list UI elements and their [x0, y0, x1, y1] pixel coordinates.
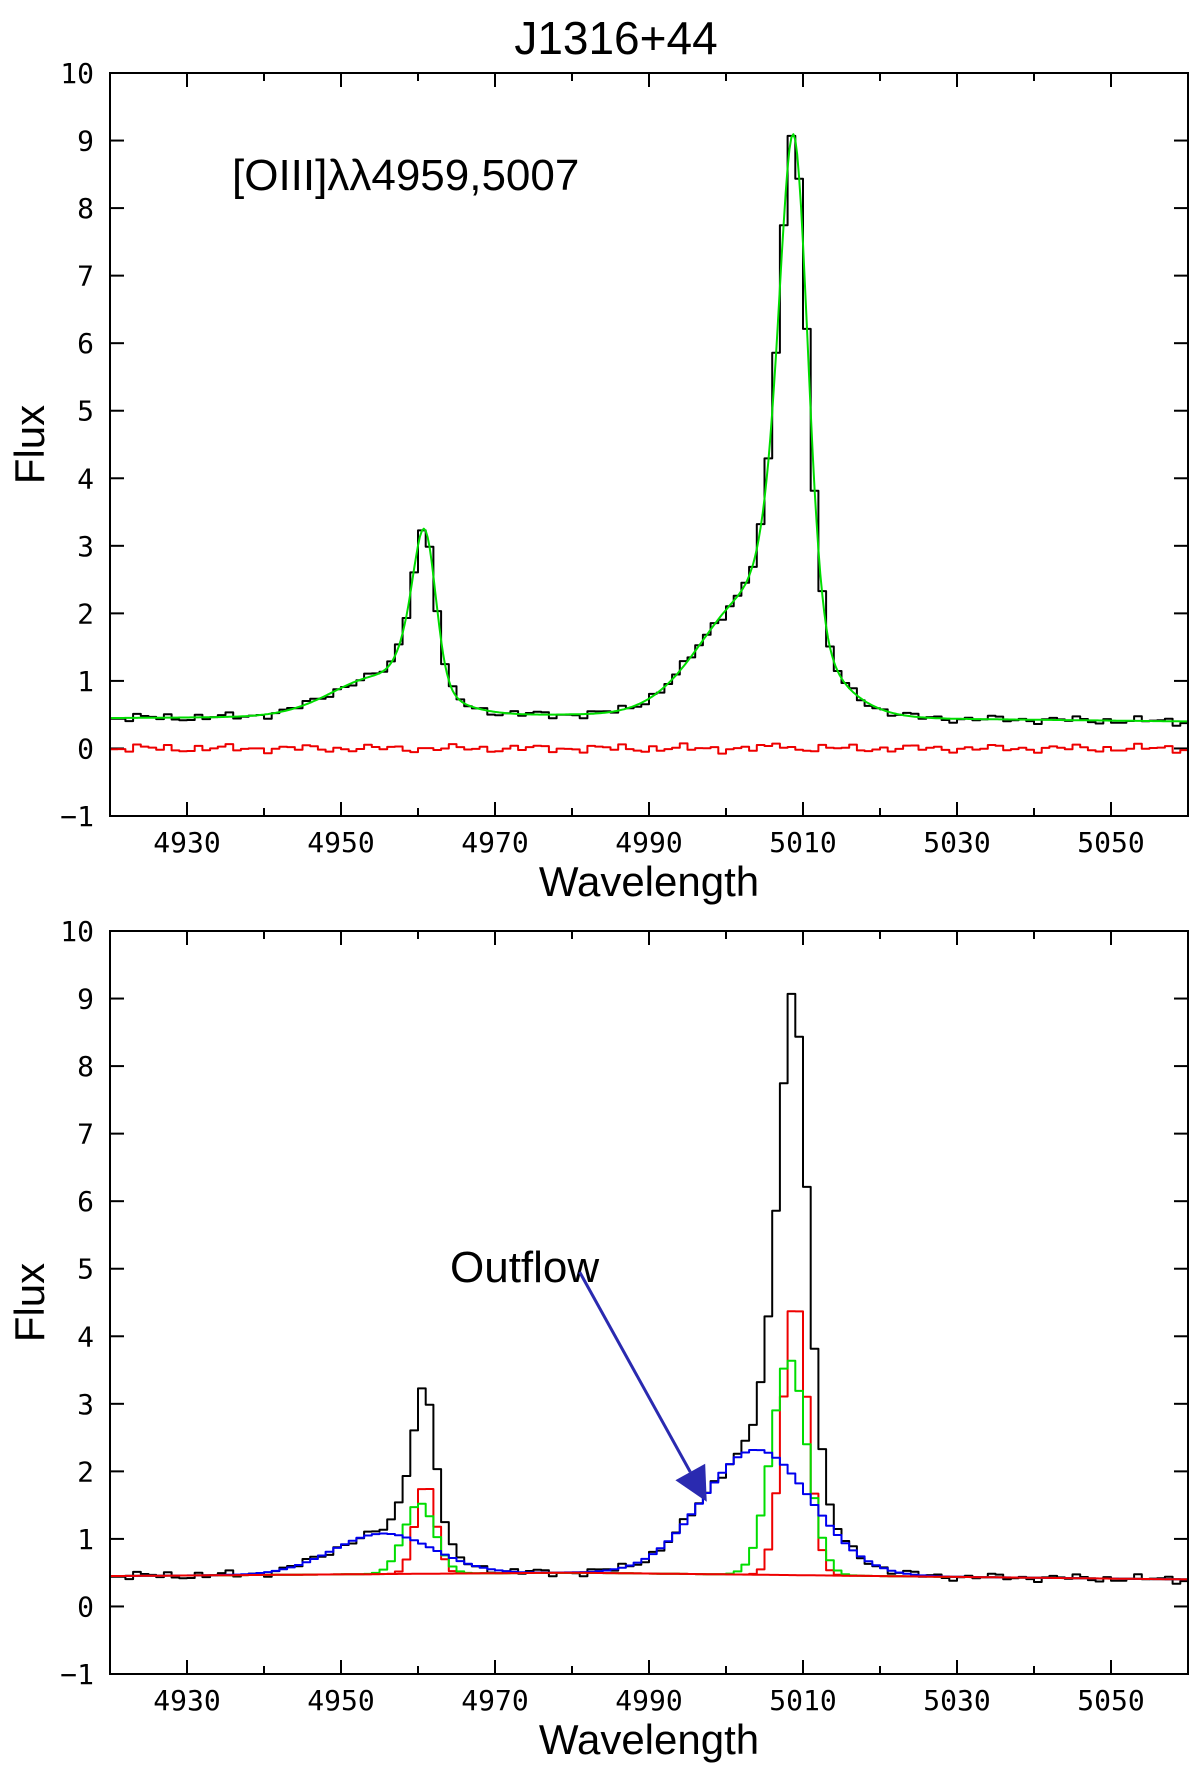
y-tick-label: 0: [77, 1590, 94, 1623]
bottom-series: [109, 992, 1188, 1585]
y-tick-label: 3: [77, 1388, 94, 1421]
y-tick-label: 8: [77, 192, 94, 225]
y-tick-label: 9: [77, 983, 94, 1016]
x-tick-label: 4950: [307, 1684, 374, 1717]
figure-title: J1316+44: [514, 12, 717, 64]
y-tick-label: 0: [77, 732, 94, 765]
y-tick-label: 10: [60, 57, 94, 90]
y-tick-label: 1: [77, 1523, 94, 1556]
series-narrow-component: [110, 1310, 1188, 1581]
y-tick-label: 6: [77, 327, 94, 360]
series-total-fit: [109, 133, 1188, 723]
bottom-ticks: 4930 4950 4970 4990 5010 5030 5050 −1 0 1 2 3 4 5 6 7 8 9…: [60, 915, 1188, 1717]
x-tick-label: 4970: [461, 1684, 528, 1717]
y-tick-label: 7: [77, 260, 94, 293]
series-observed: [110, 992, 1188, 1585]
outflow-arrow-shaft: [578, 1271, 692, 1473]
x-tick-label: 4930: [153, 826, 220, 859]
series-core-component: [110, 1359, 1188, 1581]
y-tick-label: 5: [77, 1253, 94, 1286]
y-tick-label: 7: [77, 1118, 94, 1151]
y-tick-label: 4: [77, 1320, 94, 1353]
y-tick-label: 10: [60, 915, 94, 948]
series-observed: [110, 134, 1188, 727]
x-tick-label: 5030: [923, 826, 990, 859]
bottom-panel: 4930 4950 4970 4990 5010 5030 5050 −1 0 1 2 3 4 5 6 7 8 9…: [6, 915, 1189, 1763]
x-tick-label: 4970: [461, 826, 528, 859]
top-y-axis-label: Flux: [6, 405, 53, 484]
top-plot-frame: [109, 72, 1189, 817]
outflow-arrow: [578, 1271, 707, 1502]
y-tick-label: 4: [77, 462, 94, 495]
top-series: [109, 133, 1188, 755]
series-residual: [110, 742, 1188, 755]
x-tick-label: 4990: [615, 1684, 682, 1717]
y-tick-label: −1: [60, 1658, 94, 1691]
x-tick-label: 4930: [153, 1684, 220, 1717]
outflow-annotation: Outflow: [450, 1243, 599, 1292]
bottom-y-axis-label: Flux: [6, 1263, 53, 1342]
x-tick-label: 5030: [923, 1684, 990, 1717]
bottom-x-axis-label: Wavelength: [539, 1716, 759, 1763]
y-tick-label: 2: [77, 1455, 94, 1488]
y-tick-label: 1: [77, 665, 94, 698]
x-tick-label: 4950: [307, 826, 374, 859]
y-tick-label: 6: [77, 1185, 94, 1218]
x-tick-label: 5050: [1077, 1684, 1144, 1717]
x-tick-label: 4990: [615, 826, 682, 859]
y-tick-label: 8: [77, 1050, 94, 1083]
x-tick-label: 5050: [1077, 826, 1144, 859]
outflow-arrow-head: [675, 1463, 707, 1502]
series-continuum: [109, 1571, 1188, 1581]
x-tick-label: 5010: [769, 826, 836, 859]
y-tick-label: 2: [77, 597, 94, 630]
y-tick-label: 5: [77, 395, 94, 428]
top-x-axis-label: Wavelength: [539, 858, 759, 905]
y-tick-label: 9: [77, 125, 94, 158]
bottom-plot-frame: [109, 930, 1189, 1675]
y-tick-label: −1: [60, 800, 94, 833]
x-tick-label: 5010: [769, 1684, 836, 1717]
top-panel: 4930 4950 4970 4990 5010 5030 5050 −1 0 1 2 3 4 5 6 7 8 9…: [6, 57, 1189, 905]
top-line-annotation: [OIII]λλ4959,5007: [232, 151, 579, 200]
top-ticks: 4930 4950 4970 4990 5010 5030 5050 −1 0 1 2 3 4 5 6 7 8 9…: [60, 57, 1188, 859]
y-tick-label: 3: [77, 530, 94, 563]
